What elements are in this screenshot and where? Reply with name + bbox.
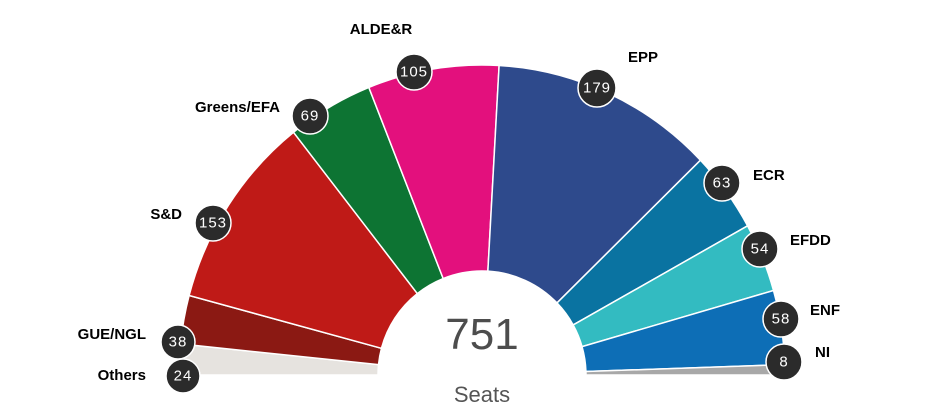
slice-s-d[interactable] <box>188 131 419 350</box>
seat-bubble-enf[interactable]: 58 <box>762 300 800 338</box>
seat-bubble-epp[interactable]: 179 <box>577 68 617 108</box>
seat-bubble-others[interactable]: 24 <box>165 358 201 394</box>
total-seats-label: Seats <box>453 382 511 407</box>
party-label-sd: S&D <box>150 206 182 223</box>
svg-text:54: 54 <box>751 241 770 258</box>
svg-text:63: 63 <box>713 175 732 192</box>
svg-text:24: 24 <box>174 368 193 385</box>
party-label-epp: EPP <box>628 49 659 66</box>
party-label-gue: GUE/NGL <box>77 326 146 343</box>
party-label-efdd: EFDD <box>790 232 831 249</box>
seat-bubble-ecr[interactable]: 63 <box>703 164 741 202</box>
party-label-others: Others <box>97 367 146 384</box>
svg-text:8: 8 <box>779 354 788 371</box>
slices-group <box>178 64 786 376</box>
total-seats-value: 751 <box>445 310 519 359</box>
party-label-alde: ALDE&R <box>349 21 413 38</box>
seat-bubble-sd[interactable]: 153 <box>194 204 232 242</box>
svg-text:179: 179 <box>583 80 611 97</box>
seat-bubble-efdd[interactable]: 54 <box>741 230 779 268</box>
seat-bubble-greens[interactable]: 69 <box>291 97 329 135</box>
seat-bubble-gue[interactable]: 38 <box>160 324 196 360</box>
svg-text:69: 69 <box>301 108 320 125</box>
party-label-ecr: ECR <box>753 167 785 184</box>
seat-bubbles-group: 24 38 153 69 105 179 63 54 58 8 <box>160 53 803 394</box>
svg-text:58: 58 <box>772 311 791 328</box>
party-label-greens: Greens/EFA <box>194 99 280 116</box>
seat-bubble-alde[interactable]: 105 <box>395 53 433 91</box>
seat-bubble-ni[interactable]: 8 <box>765 343 803 381</box>
slice-epp[interactable] <box>487 64 702 305</box>
party-label-ni: NI <box>815 344 830 361</box>
svg-text:153: 153 <box>199 215 227 232</box>
svg-text:105: 105 <box>400 64 428 81</box>
party-label-enf: ENF <box>810 302 840 319</box>
svg-text:38: 38 <box>169 334 188 351</box>
